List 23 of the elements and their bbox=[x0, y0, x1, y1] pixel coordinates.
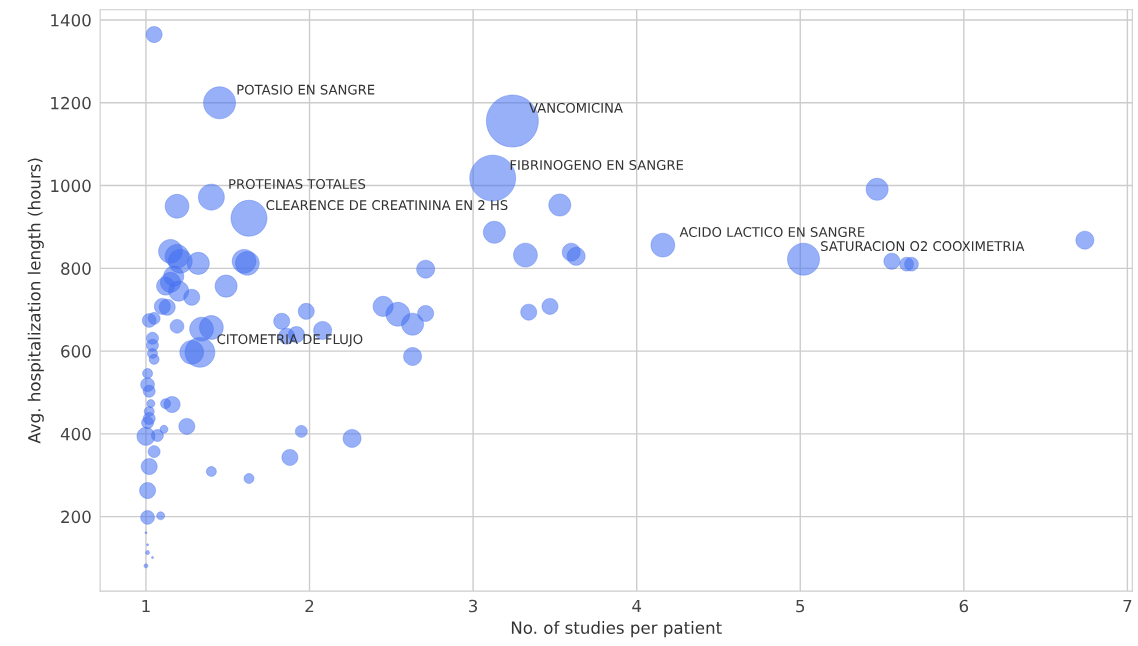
annotation: CLEARENCE DE CREATININA EN 2 HS bbox=[266, 200, 508, 211]
x-tick-label: 3 bbox=[469, 599, 478, 613]
x-tick-label: 6 bbox=[959, 599, 969, 613]
annotation: VANCOMICINA bbox=[529, 102, 623, 113]
x-axis-title: No. of studies per patient bbox=[511, 621, 722, 638]
x-tick-label: 5 bbox=[796, 599, 805, 613]
y-axis-title: Avg. hospitalization length (hours) bbox=[27, 158, 44, 444]
x-tick-label: 1 bbox=[142, 599, 150, 613]
y-tick-label: 1200 bbox=[51, 96, 91, 110]
x-tick-label: 4 bbox=[632, 599, 642, 613]
annotation: FIBRINOGENO EN SANGRE bbox=[510, 159, 684, 170]
annotation: ACIDO LACTICO EN SANGRE bbox=[679, 227, 865, 237]
y-tick-label: 800 bbox=[61, 262, 91, 275]
y-tick-label: 1000 bbox=[51, 179, 91, 193]
annotation: POTASIO EN SANGRE bbox=[237, 84, 375, 95]
annotation: SATURACION O2 COOXIMETRIA bbox=[821, 241, 1025, 252]
annotation: PROTEINAS TOTALES bbox=[229, 179, 366, 189]
x-tick-label: 2 bbox=[305, 599, 314, 613]
y-tick-label: 200 bbox=[61, 510, 91, 524]
y-tick-label: 1400 bbox=[51, 14, 91, 27]
x-tick-label: 7 bbox=[1123, 599, 1132, 613]
y-tick-label: 600 bbox=[61, 345, 91, 358]
y-tick-label: 400 bbox=[60, 427, 91, 441]
